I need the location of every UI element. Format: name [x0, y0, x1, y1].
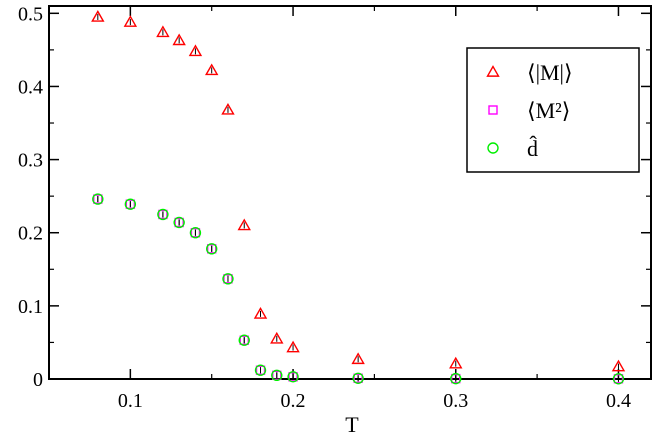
data-point-square [353, 373, 363, 383]
data-point-triangle [91, 10, 105, 22]
data-point-triangle [188, 44, 203, 57]
data-point-square [451, 373, 461, 384]
data-point-square [174, 217, 184, 228]
y-tick-label: 0.5 [18, 3, 43, 25]
data-point-triangle [156, 25, 170, 38]
data-point-triangle [123, 15, 138, 27]
data-point-square [272, 370, 282, 381]
data-point-triangle [351, 352, 365, 365]
x-axis: 0.1 0.2 0.3 0.4 [118, 6, 631, 412]
data-point-square [125, 199, 136, 209]
data-point-triangle [172, 33, 186, 46]
data-point-square [288, 372, 298, 382]
data-point-circle [222, 273, 234, 285]
data-point-square [158, 209, 168, 220]
data-point-circle [612, 373, 625, 385]
data-point-square [613, 374, 624, 384]
legend-label: ⟨|M|⟩ [527, 60, 573, 85]
series-triangle [91, 10, 626, 372]
x-tick-label: 0.2 [281, 390, 306, 412]
data-point-circle [92, 193, 104, 205]
data-point-square [190, 228, 201, 238]
data-point-triangle [237, 218, 251, 231]
legend: ⟨|M|⟩ ⟨M²⟩ d̂ [466, 47, 640, 173]
data-point-circle [352, 372, 364, 384]
y-tick-label: 0.4 [18, 76, 43, 98]
y-tick-label: 0 [33, 369, 43, 391]
data-point-square [93, 194, 103, 204]
data-point-circle [450, 372, 462, 385]
data-point-triangle [221, 102, 235, 115]
data-point-triangle [253, 306, 268, 319]
data-point-circle [124, 198, 137, 210]
data-point-square [207, 244, 217, 254]
data-point-triangle [611, 359, 626, 372]
data-point-square [223, 274, 233, 284]
y-axis: 0 0.1 0.2 0.3 0.4 0.5 [18, 3, 651, 391]
legend-marker-triangle [486, 65, 500, 77]
data-point-circle [173, 216, 185, 229]
data-series [91, 10, 626, 385]
data-point-circle [206, 243, 218, 255]
legend-marker-square [488, 105, 498, 115]
data-point-square [239, 335, 249, 345]
x-tick-label: 0.3 [443, 390, 468, 412]
data-point-square [255, 365, 266, 375]
x-axis-title: T [345, 412, 359, 436]
data-point-triangle [270, 331, 284, 344]
data-point-circle [157, 208, 169, 221]
x-tick-label: 0.4 [606, 390, 631, 412]
data-point-circle [254, 364, 267, 376]
data-point-triangle [449, 356, 463, 369]
data-point-triangle [204, 63, 219, 76]
data-point-circle [271, 369, 283, 382]
data-point-circle [287, 371, 299, 383]
data-point-circle [238, 334, 250, 346]
legend-label: ⟨M²⟩ [527, 98, 570, 123]
legend-box [466, 47, 640, 173]
data-point-triangle [286, 340, 300, 353]
y-tick-label: 0.2 [18, 223, 43, 245]
y-tick-label: 0.3 [18, 150, 43, 172]
x-tick-label: 0.1 [118, 390, 143, 412]
legend-label: d̂ [527, 136, 538, 161]
data-point-circle [189, 227, 202, 239]
series-circle [92, 193, 625, 385]
y-tick-label: 0.1 [18, 296, 43, 318]
legend-marker-circle [487, 142, 499, 154]
